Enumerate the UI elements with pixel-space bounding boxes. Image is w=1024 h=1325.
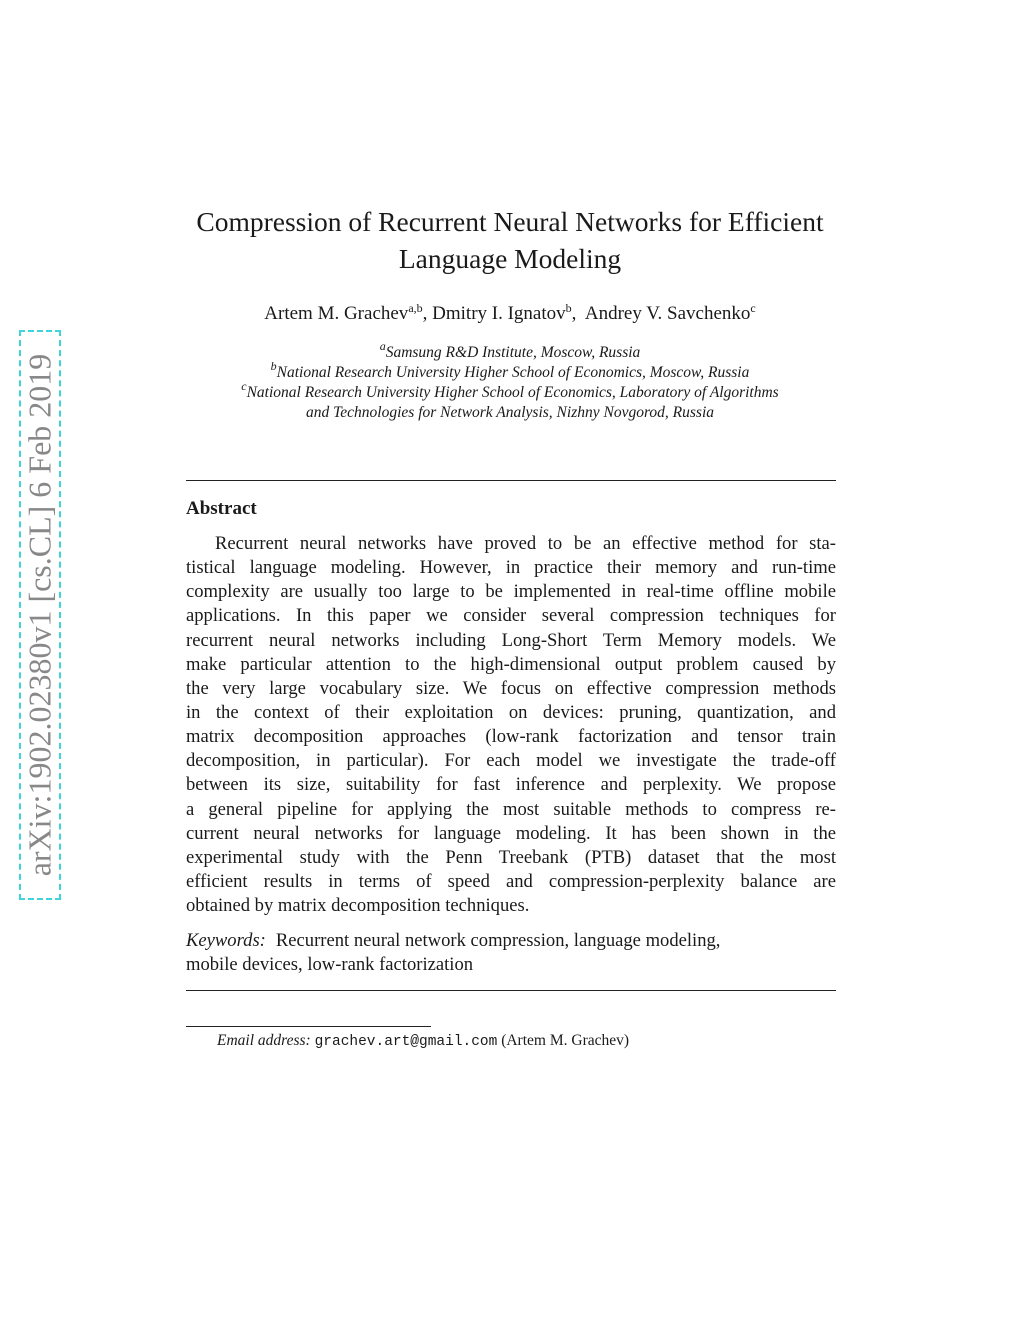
affiliation-text: National Research University Higher Scho… — [246, 384, 779, 401]
affiliation-mark: c — [241, 379, 247, 393]
author-affil-mark: a,b — [408, 301, 423, 315]
abstract-line: Recurrent neural networks have proved to… — [215, 533, 836, 554]
affiliation-text: and Technologies for Network Analysis, N… — [305, 404, 715, 421]
abstract-body: Recurrent neural networks have proved to… — [186, 532, 836, 918]
email-link[interactable]: grachev.art@gmail.com — [314, 1034, 498, 1050]
affiliation: and Technologies for Network Analysis, N… — [150, 403, 870, 423]
abstract-line: tistical language modeling. However, in … — [186, 557, 836, 579]
affiliation-text: National Research University Higher Scho… — [276, 364, 750, 381]
arxiv-stamp: arXiv:1902.02380v1 [cs.CL] 6 Feb 2019 — [19, 330, 61, 900]
footnote-label: Email address: — [217, 1032, 311, 1049]
abstract-line: recurrent neural networks including Long… — [186, 629, 836, 651]
keywords: Keywords: Recurrent neural network compre… — [186, 929, 836, 977]
author-separator: , — [422, 303, 433, 324]
keywords-text: Recurrent neural network compression, la… — [275, 930, 721, 951]
paper-title: Compression of Recurrent Neural Networks… — [150, 203, 870, 277]
abstract-line: decomposition, in particular). For each … — [186, 750, 836, 772]
abstract-line: matrix decomposition approaches (low-ran… — [186, 726, 836, 748]
affiliation-mark: a — [379, 339, 386, 353]
arxiv-identifier: arXiv:1902.02380v1 [cs.CL] 6 Feb 2019 — [21, 353, 58, 877]
author-affil-mark: c — [750, 301, 756, 315]
abstract-line: applications. In this paper we consider … — [186, 605, 836, 627]
email-owner: (Artem M. Grachev) — [501, 1032, 630, 1049]
abstract-line: obtained by matrix decomposition techniq… — [186, 895, 530, 917]
author-name: Andrey V. Savchenko — [584, 303, 751, 324]
abstract-line: the very large vocabulary size. We focus… — [186, 677, 836, 699]
abstract-line: complexity are usually too large to be i… — [186, 581, 836, 603]
title-line: Language Modeling — [398, 243, 622, 274]
author-separator: , — [571, 303, 585, 324]
footnote: Email address: grachev.art@gmail.com (Ar… — [217, 1032, 629, 1050]
author-name: Artem M. Grachev — [264, 303, 409, 324]
abstract-line: experimental study with the Penn Treeban… — [186, 846, 836, 868]
keywords-label: Keywords: — [186, 930, 266, 951]
affiliation: aSamsung R&D Institute, Moscow, Russia — [150, 340, 870, 363]
affiliation: cNational Research University Higher Sch… — [150, 380, 870, 403]
bottom-divider — [186, 990, 836, 992]
author-affil-mark: b — [565, 301, 572, 315]
keywords-text: mobile devices, low-rank factorization — [186, 954, 474, 976]
author-list: Artem M. Gracheva,b, Dmitry I. Ignatovb,… — [150, 301, 870, 325]
abstract-line: make particular attention to the high-di… — [186, 653, 836, 675]
affiliation: bNational Research University Higher Sch… — [150, 360, 870, 383]
affiliations: aSamsung R&D Institute, Moscow, Russia bN… — [150, 340, 870, 423]
abstract-line: current neural networks for language mod… — [186, 822, 836, 844]
author-name: Dmitry I. Ignatov — [432, 303, 566, 324]
abstract-heading: Abstract — [186, 498, 257, 519]
footnote-rule — [186, 1026, 431, 1027]
abstract-line: between its size, suitability for fast i… — [186, 774, 836, 796]
abstract-line: a general pipeline for applying the most… — [186, 798, 836, 820]
top-divider — [186, 480, 836, 482]
affiliation-text: Samsung R&D Institute, Moscow, Russia — [385, 344, 641, 361]
affiliation-mark: b — [270, 359, 277, 373]
abstract-line: efficient results in terms of speed and … — [186, 870, 836, 892]
abstract-line: in the context of their exploitation on … — [186, 701, 836, 723]
title-line: Compression of Recurrent Neural Networks… — [196, 206, 824, 237]
